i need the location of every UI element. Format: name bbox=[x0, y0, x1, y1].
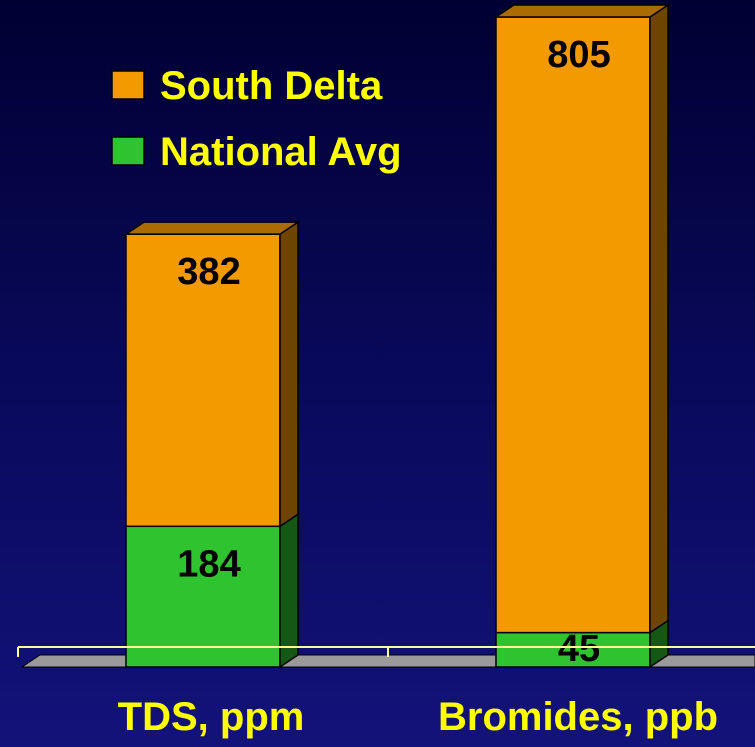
data-label-national-avg-1: 45 bbox=[558, 628, 600, 670]
legend-item-national-avg: National Avg bbox=[111, 130, 402, 174]
x-axis: TDS, ppm Bromides, ppb bbox=[17, 646, 755, 739]
data-label-national-avg-0: 184 bbox=[177, 543, 240, 585]
x-tick-label-1: Bromides, ppb bbox=[438, 695, 718, 739]
bar-segment-south-delta-1: 805 bbox=[493, 3, 671, 634]
bar-segment-south-delta-0: 382 bbox=[123, 220, 301, 528]
bar-segment-national-avg-0: 184 bbox=[125, 512, 299, 669]
legend-label: South Delta bbox=[160, 64, 383, 108]
bar-top bbox=[123, 221, 301, 235]
bar-front bbox=[125, 525, 281, 668]
legend-item-south-delta: South Delta bbox=[111, 64, 383, 108]
bar-top bbox=[493, 4, 671, 18]
legend-swatch bbox=[111, 70, 145, 100]
data-label-south-delta-1: 805 bbox=[547, 34, 610, 76]
bar-front bbox=[495, 16, 651, 634]
bar-side bbox=[279, 512, 299, 669]
legend: South Delta National Avg bbox=[111, 64, 402, 174]
legend-label: National Avg bbox=[160, 130, 402, 174]
bar-side bbox=[649, 3, 669, 634]
bars-group: 184 382 45 805 bbox=[123, 3, 671, 670]
x-tick-label-0: TDS, ppm bbox=[118, 695, 305, 739]
bar-side bbox=[279, 220, 299, 528]
bar-front bbox=[125, 233, 281, 528]
data-label-south-delta-0: 382 bbox=[177, 251, 240, 293]
legend-swatch bbox=[111, 136, 145, 166]
